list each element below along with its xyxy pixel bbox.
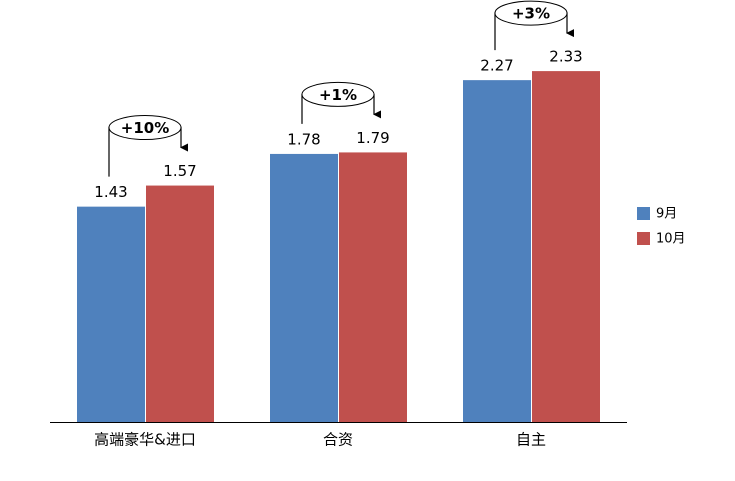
bar	[532, 71, 600, 423]
bar	[339, 152, 407, 422]
annotation: +3%	[512, 5, 550, 23]
legend-swatch	[637, 207, 650, 220]
bar	[146, 185, 214, 422]
value-label: 1.43	[94, 183, 127, 201]
annotation-bubble	[108, 115, 182, 141]
annotation-bubble	[301, 81, 375, 107]
value-label: 2.27	[480, 57, 513, 75]
x-tick-label: 自主	[516, 431, 546, 449]
annotation: +1%	[319, 86, 357, 104]
value-label: 2.33	[549, 48, 582, 66]
x-tick-label: 高端豪华&进口	[94, 431, 196, 449]
value-label: 1.78	[287, 130, 320, 148]
annotation: +10%	[121, 119, 169, 137]
legend-swatch	[637, 232, 650, 245]
x-tick-label: 合资	[323, 431, 353, 449]
value-label: 1.79	[356, 129, 389, 147]
legend-label: 9月	[656, 207, 677, 222]
bar	[270, 153, 338, 422]
value-label: 1.57	[163, 162, 196, 180]
annotation-bubble	[494, 0, 568, 26]
bar	[463, 80, 531, 422]
legend-label: 10月	[656, 232, 686, 247]
bar	[77, 206, 145, 422]
